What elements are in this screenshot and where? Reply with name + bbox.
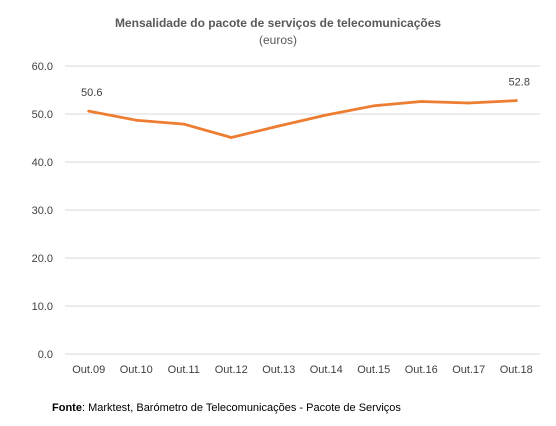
data-point-8: [467, 101, 471, 105]
y-tick-label-3: 30.0: [32, 205, 53, 217]
source-label: Fonte: [52, 402, 82, 414]
x-tick-label-8: Out.17: [452, 364, 485, 376]
data-point-0: [87, 109, 91, 113]
x-tick-label-6: Out.15: [357, 364, 390, 376]
source-text: : Marktest, Barómetro de Telecomunicaçõe…: [81, 402, 401, 414]
data-point-6: [372, 104, 376, 108]
x-tick-label-9: Out.18: [500, 364, 533, 376]
data-point-3: [229, 136, 233, 139]
y-tick-label-0: 0.0: [38, 349, 53, 361]
source-note: Fonte: Marktest, Barómetro de Telecomuni…: [52, 402, 401, 414]
x-tick-label-1: Out.10: [120, 364, 153, 376]
data-label-1: 52.8: [509, 77, 530, 89]
chart-subtitle: (euros): [258, 33, 297, 47]
y-tick-label-5: 50.0: [32, 109, 53, 121]
data-point-9: [514, 99, 518, 102]
data-label-0: 50.6: [81, 87, 102, 99]
data-point-4: [277, 124, 281, 128]
y-tick-label-4: 40.0: [32, 157, 53, 169]
y-tick-label-1: 10.0: [32, 301, 53, 313]
data-point-2: [182, 122, 186, 126]
y-tick-label-6: 60.0: [32, 61, 53, 73]
chart-title: Mensalidade do pacote de serviços de tel…: [114, 16, 442, 30]
data-point-1: [134, 118, 138, 122]
x-tick-label-2: Out.11: [168, 364, 200, 376]
series-line-0: [87, 99, 518, 139]
data-point-5: [324, 113, 328, 117]
x-tick-label-3: Out.12: [215, 364, 248, 376]
x-tick-label-7: Out.16: [405, 364, 438, 376]
x-tick-label-5: Out.14: [310, 364, 343, 376]
x-tick-label-0: Out.09: [72, 364, 105, 376]
y-tick-label-2: 20.0: [32, 253, 53, 265]
x-tick-label-4: Out.13: [262, 364, 295, 376]
data-point-7: [419, 100, 423, 103]
